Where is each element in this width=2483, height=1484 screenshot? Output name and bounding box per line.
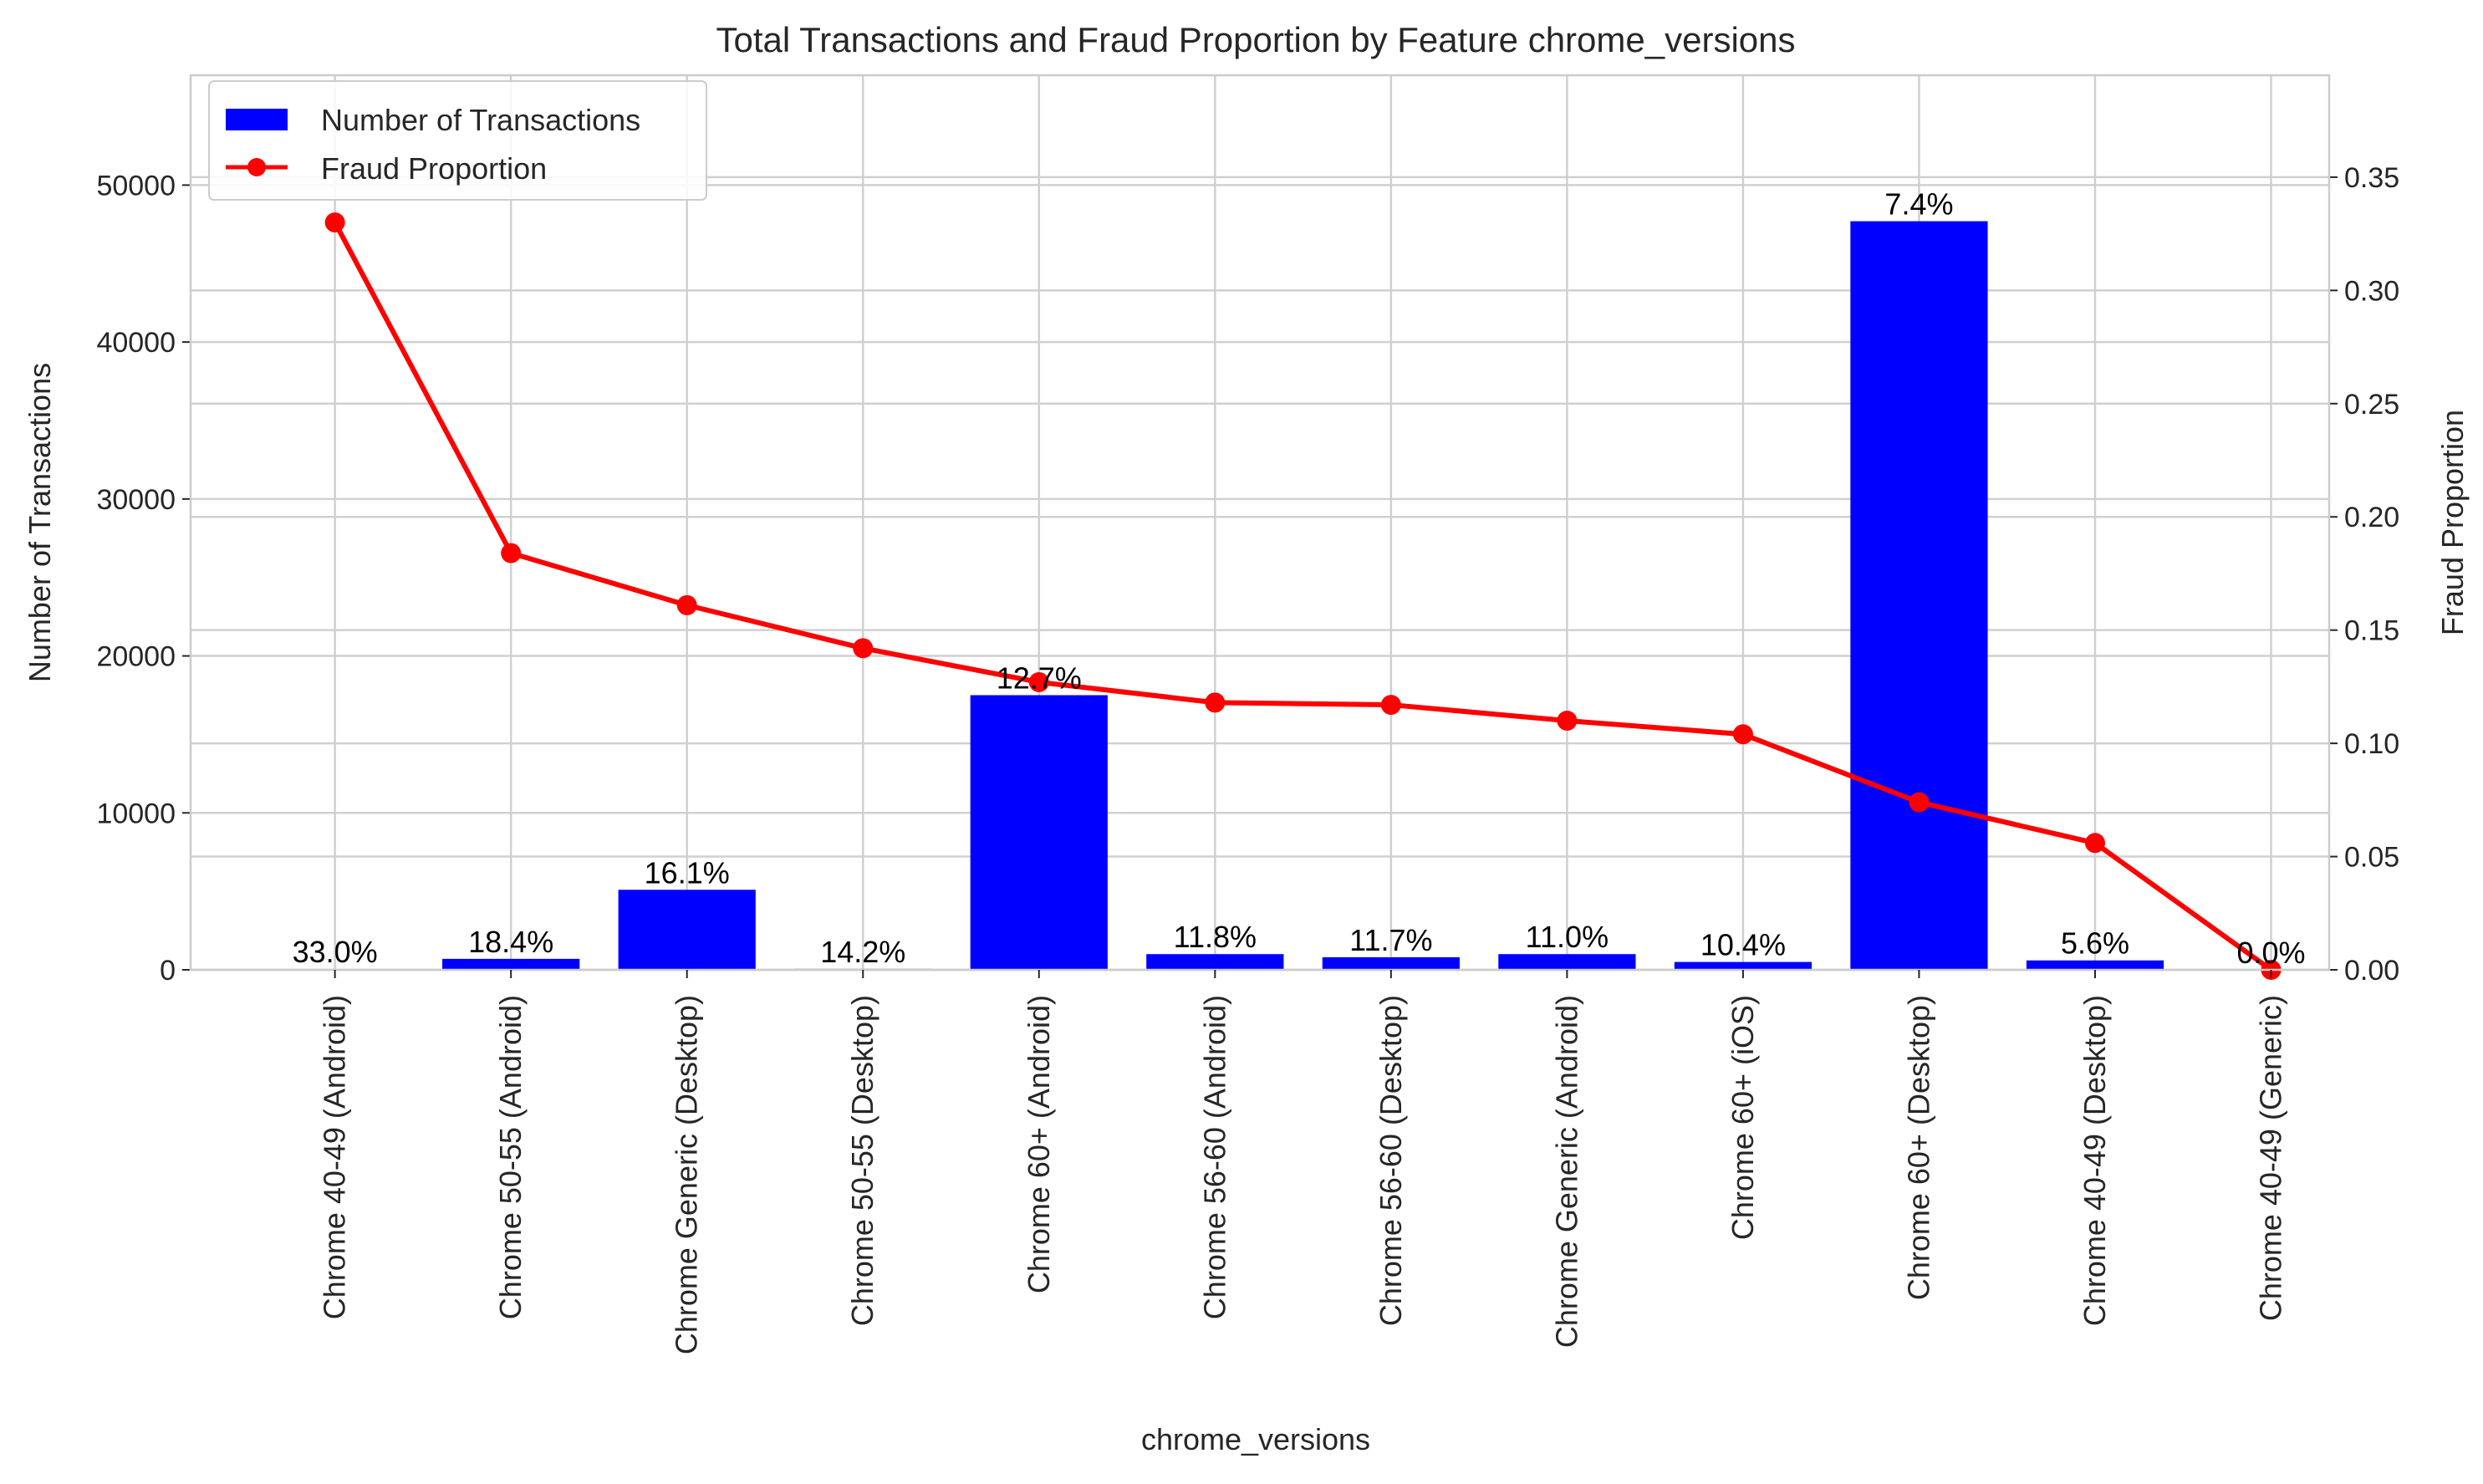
y2-tick-label: 0.20	[2344, 502, 2399, 533]
bar-value-label: 5.6%	[2061, 926, 2129, 961]
y-axis-title: Number of Transactions	[23, 363, 57, 682]
x-tick-label: Chrome Generic (Android)	[1549, 995, 1583, 1348]
fraud-proportion-point	[1909, 793, 1929, 813]
bar-value-label: 12.7%	[997, 660, 1082, 695]
bar	[1675, 962, 1812, 970]
bar-value-label: 11.7%	[1349, 923, 1432, 957]
legend: Number of Transactions Fraud Proportion	[209, 81, 706, 200]
bar	[1323, 957, 1460, 970]
bar	[619, 890, 756, 970]
x-tick-label: Chrome 50-55 (Desktop)	[845, 995, 880, 1326]
x-tick-label: Chrome 50-55 (Android)	[493, 995, 528, 1319]
bar	[1498, 954, 1635, 970]
bar	[971, 695, 1108, 970]
y-tick-label: 10000	[96, 798, 176, 829]
bar-value-label: 10.4%	[1700, 928, 1786, 962]
fraud-proportion-point	[1381, 695, 1401, 715]
chart-title: Total Transactions and Fraud Proportion …	[716, 20, 1796, 59]
x-tick-label: Chrome 40-49 (Desktop)	[2078, 995, 2112, 1326]
x-tick-label: Chrome Generic (Desktop)	[670, 995, 704, 1354]
bar-value-label: 11.0%	[1526, 920, 1609, 954]
y-tick-label: 20000	[96, 641, 176, 673]
fraud-proportion-point	[1733, 724, 1753, 744]
legend-line-marker	[247, 158, 266, 176]
bar	[1146, 954, 1283, 970]
x-tick-label: Chrome 60+ (Desktop)	[1901, 995, 1935, 1300]
x-axis-title: chrome_versions	[1141, 1422, 1370, 1456]
bar	[442, 959, 579, 970]
fraud-proportion-point	[1205, 692, 1225, 712]
legend-label-fraud: Fraud Proportion	[321, 151, 547, 186]
x-tick-label: Chrome 60+ (iOS)	[1726, 995, 1760, 1240]
y-tick-label: 30000	[96, 484, 176, 516]
bar-value-label: 7.4%	[1884, 187, 1953, 222]
y2-tick-label: 0.25	[2344, 389, 2399, 421]
bar-value-label: 18.4%	[468, 925, 553, 959]
y2-tick-label: 0.00	[2344, 955, 2399, 987]
x-tick-label: Chrome 40-49 (Generic)	[2254, 995, 2288, 1321]
bar	[1850, 222, 1987, 970]
bar-value-label: 14.2%	[820, 935, 905, 969]
y2-tick-label: 0.15	[2344, 615, 2399, 647]
y-tick-label: 50000	[96, 170, 176, 201]
fraud-proportion-point	[501, 543, 521, 564]
y-tick-label: 0	[160, 955, 176, 987]
legend-label-transactions: Number of Transactions	[321, 103, 640, 137]
y2-tick-label: 0.05	[2344, 842, 2399, 874]
bar-value-label: 16.1%	[645, 855, 730, 890]
x-tick-label: Chrome 60+ (Android)	[1022, 995, 1056, 1293]
bar-value-label: 33.0%	[293, 935, 378, 969]
y2-axis-title: Fraud Proportion	[2435, 410, 2470, 635]
fraud-proportion-point	[853, 638, 873, 658]
bar-value-label: 0.0%	[2236, 936, 2305, 970]
bar-value-label: 11.8%	[1174, 920, 1257, 954]
y2-tick-label: 0.30	[2344, 275, 2399, 307]
legend-bar-swatch	[226, 109, 288, 130]
y-tick-label: 40000	[96, 327, 176, 359]
y2-tick-label: 0.10	[2344, 728, 2399, 760]
fraud-proportion-point	[2085, 833, 2105, 853]
x-tick-label: Chrome 40-49 (Android)	[318, 995, 352, 1319]
y2-tick-label: 0.35	[2344, 162, 2399, 194]
fraud-proportion-point	[1557, 711, 1577, 731]
x-tick-label: Chrome 56-60 (Android)	[1197, 995, 1231, 1319]
x-tick-label: Chrome 56-60 (Desktop)	[1374, 995, 1408, 1326]
fraud-proportion-point	[325, 212, 345, 232]
bar	[2027, 961, 2164, 970]
fraud-proportion-point	[677, 595, 697, 615]
